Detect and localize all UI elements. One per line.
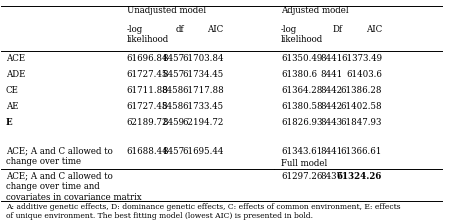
Text: 61703.84: 61703.84 [182, 54, 224, 63]
Text: -log
likelihood: -log likelihood [281, 25, 323, 44]
Text: 61386.28: 61386.28 [341, 86, 382, 95]
Text: ACE; A and C allowed to
change over time: ACE; A and C allowed to change over time [6, 147, 112, 166]
Text: 8457: 8457 [162, 54, 184, 63]
Text: 8441: 8441 [320, 147, 343, 156]
Text: Full model: Full model [281, 159, 327, 168]
Text: 61696.84: 61696.84 [127, 54, 168, 63]
Text: 61403.6: 61403.6 [346, 70, 382, 79]
Text: 61343.61: 61343.61 [281, 147, 322, 156]
Text: 61297.26: 61297.26 [281, 172, 322, 181]
Text: df: df [175, 25, 184, 34]
Text: Df: Df [333, 25, 343, 34]
Text: 62189.72: 62189.72 [127, 118, 168, 127]
Text: 61402.58: 61402.58 [341, 102, 382, 111]
Text: 8437: 8437 [320, 172, 343, 181]
Text: 61733.45: 61733.45 [182, 102, 224, 111]
Text: 8442: 8442 [320, 102, 343, 111]
Text: 8441: 8441 [320, 54, 343, 63]
Text: 8443: 8443 [320, 118, 343, 127]
Text: Unadjusted model: Unadjusted model [127, 6, 206, 15]
Text: 61717.88: 61717.88 [182, 86, 224, 95]
Text: 61695.44: 61695.44 [182, 147, 224, 156]
Text: 61366.61: 61366.61 [341, 147, 382, 156]
Text: 8458: 8458 [162, 86, 184, 95]
Text: 8458: 8458 [162, 102, 184, 111]
Text: ADE: ADE [6, 70, 25, 79]
Text: 61826.93: 61826.93 [281, 118, 322, 127]
Text: 61350.49: 61350.49 [281, 54, 322, 63]
Text: 61711.88: 61711.88 [127, 86, 169, 95]
Text: 61688.44: 61688.44 [127, 147, 168, 156]
Text: 61380.6: 61380.6 [281, 70, 317, 79]
Text: ACE: ACE [6, 54, 25, 63]
Text: 8442: 8442 [320, 86, 343, 95]
Text: 62194.72: 62194.72 [182, 118, 224, 127]
Text: CE: CE [6, 86, 18, 95]
Text: 8459: 8459 [162, 118, 184, 127]
Text: 61324.26: 61324.26 [337, 172, 382, 181]
Text: A: additive genetic effects, D: dominance genetic effects, C: effects of common : A: additive genetic effects, D: dominanc… [6, 203, 401, 220]
Text: 61734.45: 61734.45 [182, 70, 224, 79]
Text: AIC: AIC [208, 25, 224, 34]
Text: 8457: 8457 [162, 147, 184, 156]
Text: AIC: AIC [366, 25, 382, 34]
Text: 61373.49: 61373.49 [341, 54, 382, 63]
Text: Adjusted model: Adjusted model [281, 6, 348, 15]
Text: E: E [6, 118, 12, 127]
Text: 61727.45: 61727.45 [127, 102, 168, 111]
Text: 61847.93: 61847.93 [341, 118, 382, 127]
Text: AE: AE [6, 102, 18, 111]
Text: ACE; A and C allowed to
change over time and
covariates in covariance matrix: ACE; A and C allowed to change over time… [6, 172, 141, 202]
Text: 8457: 8457 [162, 70, 184, 79]
Text: 8441: 8441 [320, 70, 343, 79]
Text: 61727.45: 61727.45 [127, 70, 168, 79]
Text: -log
likelihood: -log likelihood [127, 25, 169, 44]
Text: 61380.58: 61380.58 [281, 102, 323, 111]
Text: 61364.28: 61364.28 [281, 86, 322, 95]
